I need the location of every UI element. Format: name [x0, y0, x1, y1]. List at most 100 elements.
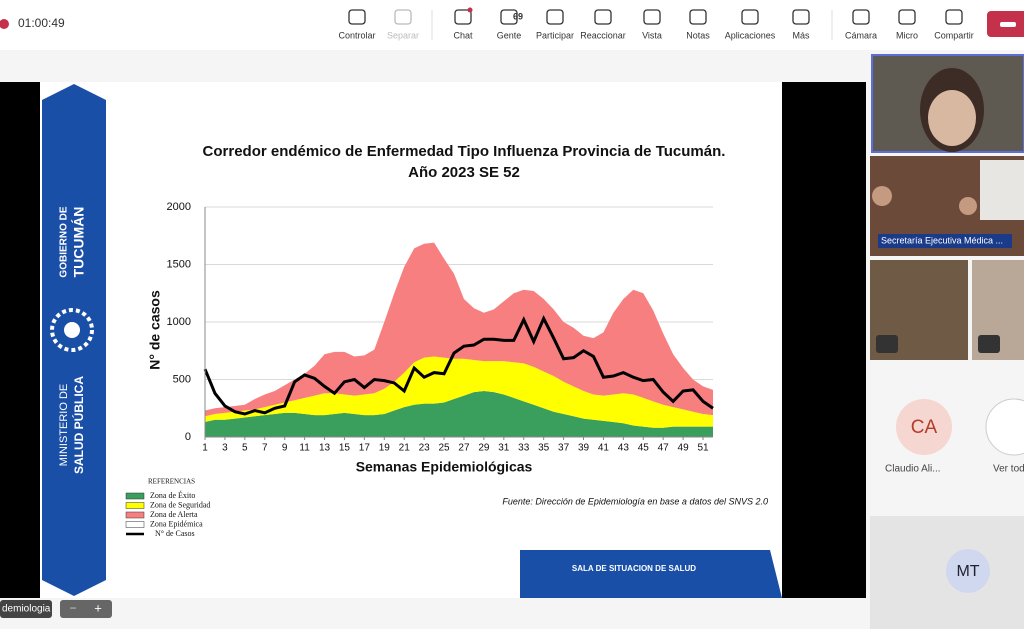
toolbar-label[interactable]: Participar	[536, 30, 574, 40]
toolbar-icon[interactable]	[792, 9, 810, 25]
toolbar-icon[interactable]	[643, 9, 661, 25]
legend-label: N° de Casos	[155, 529, 195, 538]
toolbar-label[interactable]: Gente	[497, 30, 522, 40]
area	[205, 242, 713, 417]
toolbar-label[interactable]: Cámara	[845, 30, 877, 40]
x-tick-label: 5	[242, 443, 248, 454]
logo-text: TUCUMÁN	[71, 207, 87, 278]
x-tick-label: 13	[319, 443, 331, 454]
logo-emblem-center	[64, 322, 80, 338]
zoom-in[interactable]: +	[94, 600, 102, 615]
participant-name: Claudio Ali...	[885, 464, 941, 475]
x-axis-label: Semanas Epidemiológicas	[356, 459, 533, 475]
x-tick-label: 3	[222, 443, 228, 454]
legend-swatch	[125, 492, 145, 500]
toolbar-icon[interactable]	[898, 9, 916, 25]
toolbar-icon[interactable]	[546, 9, 564, 25]
toolbar-label[interactable]: Micro	[896, 30, 918, 40]
tab-label: demiologia	[2, 604, 51, 615]
legend-label: Zona de Éxito	[150, 490, 195, 500]
banner	[520, 550, 782, 598]
toolbar-icon[interactable]	[945, 9, 963, 25]
logo-text: MINISTERIO DE	[58, 384, 70, 467]
x-tick-label: 9	[282, 443, 288, 454]
timer: 01:00:49	[18, 16, 65, 30]
x-tick-label: 27	[458, 443, 470, 454]
x-tick-label: 23	[419, 443, 431, 454]
source-note: Fuente: Dirección de Epidemiología en ba…	[502, 496, 768, 506]
toolbar-icon[interactable]	[594, 9, 612, 25]
toolbar-label[interactable]: Reaccionar	[580, 30, 626, 40]
x-tick-label: 1	[202, 443, 208, 454]
mute-badge	[876, 335, 898, 353]
y-tick-label: 2000	[167, 201, 191, 213]
toolbar-icon[interactable]	[689, 9, 707, 25]
x-tick-label: 33	[518, 443, 530, 454]
x-tick-label: 47	[658, 443, 670, 454]
y-tick-label: 1500	[167, 258, 191, 270]
x-tick-label: 21	[399, 443, 411, 454]
x-tick-label: 7	[262, 443, 268, 454]
toolbar-label[interactable]: Compartir	[934, 30, 974, 40]
x-tick-label: 25	[438, 443, 450, 454]
view-all-label[interactable]: Ver tod	[993, 464, 1024, 475]
toolbar-icon[interactable]	[394, 9, 412, 25]
legend-swatch	[125, 511, 145, 519]
x-tick-label: 19	[379, 443, 391, 454]
room-wall	[980, 160, 1024, 220]
y-tick-label: 1000	[167, 316, 191, 328]
toolbar-label[interactable]: Separar	[387, 30, 419, 40]
toolbar-icon[interactable]	[500, 9, 518, 25]
view-all-button[interactable]	[985, 398, 1024, 456]
x-tick-label: 43	[618, 443, 630, 454]
x-tick-label: 49	[678, 443, 690, 454]
logo-ribbon	[42, 84, 106, 596]
tab[interactable]	[0, 600, 52, 618]
banner-text: SALA DE SITUACION DE SALUD	[572, 564, 696, 573]
x-tick-label: 29	[478, 443, 490, 454]
chart-title: Año 2023 SE 52	[408, 164, 520, 181]
toolbar	[0, 0, 1024, 50]
toolbar-icon[interactable]	[454, 9, 472, 25]
y-tick-label: 500	[173, 373, 191, 385]
person	[872, 186, 892, 206]
chart-title: Corredor endémico de Enfermedad Tipo Inf…	[203, 143, 726, 160]
x-tick-label: 15	[339, 443, 351, 454]
x-tick-label: 51	[697, 443, 709, 454]
people-count: 69	[513, 11, 523, 21]
legend-label: Zona Epidémica	[150, 519, 203, 528]
toolbar-label[interactable]: Notas	[686, 30, 710, 40]
person	[959, 197, 977, 215]
toolbar-label[interactable]: Aplicaciones	[725, 30, 776, 40]
legend-label: Zona de Seguridad	[150, 500, 210, 509]
area	[205, 391, 713, 437]
zoom-controls[interactable]	[60, 600, 112, 618]
legend-swatch	[125, 502, 145, 509]
person-face	[928, 90, 976, 146]
y-tick-label: 0	[185, 431, 191, 443]
avatar	[896, 399, 952, 455]
x-tick-label: 37	[558, 443, 570, 454]
logo-text: SALUD PÚBLICA	[71, 376, 86, 474]
toolbar-label[interactable]: Chat	[453, 30, 473, 40]
area	[205, 356, 713, 428]
x-tick-label: 31	[498, 443, 510, 454]
toolbar-label[interactable]: Controlar	[338, 30, 375, 40]
x-tick-label: 39	[578, 443, 590, 454]
x-tick-label: 17	[359, 443, 371, 454]
avatar-initials: CA	[911, 417, 938, 438]
y-axis-label: N° de casos	[147, 290, 163, 370]
toolbar-label[interactable]: Vista	[642, 30, 662, 40]
chat-badge	[467, 7, 473, 13]
legend-swatch	[125, 521, 145, 528]
mute-badge	[978, 335, 1000, 353]
toolbar-label[interactable]: Más	[792, 30, 810, 40]
zoom-out[interactable]: −	[69, 601, 76, 615]
hangup-icon	[1000, 22, 1016, 27]
toolbar-icon[interactable]	[348, 9, 366, 25]
participant-name: Secretaría Ejecutiva Médica ...	[881, 235, 1003, 245]
toolbar-icon[interactable]	[852, 9, 870, 25]
toolbar-icon[interactable]	[741, 9, 759, 25]
line	[203, 315, 714, 416]
